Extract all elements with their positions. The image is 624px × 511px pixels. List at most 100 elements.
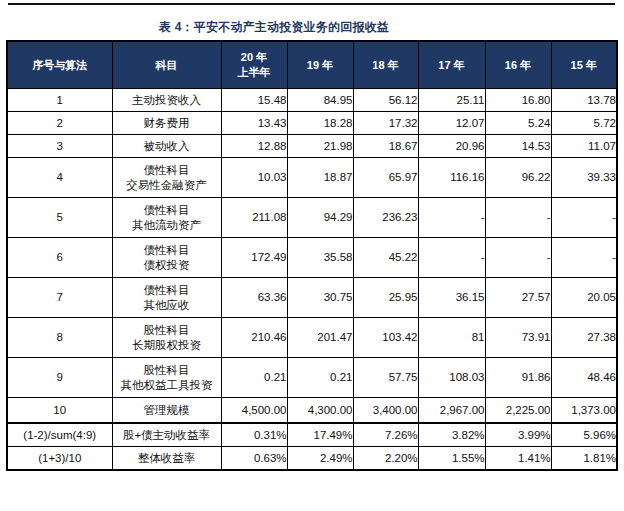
value-cell: 56.12: [353, 89, 418, 112]
row-id-cell: 8: [7, 318, 112, 358]
value-cell: 11.07: [551, 135, 617, 158]
column-header: 17 年: [418, 41, 485, 89]
row-id-cell: 10: [7, 398, 112, 424]
row-id-cell: (1+3)/10: [7, 447, 112, 471]
row-id-cell: (1-2)/sum(4:9): [7, 423, 112, 447]
row-id-cell: 3: [7, 135, 112, 158]
row-subject-cell: 被动收入: [112, 135, 221, 158]
value-cell: 236.23: [353, 198, 418, 238]
value-cell: 25.11: [418, 89, 485, 112]
value-cell: 0.31%: [221, 423, 287, 447]
value-cell: 16.80: [485, 89, 551, 112]
value-cell: 2.49%: [287, 447, 353, 471]
value-cell: 10.03: [221, 158, 287, 198]
table-row: 9股性科目其他权益工具投资0.210.2157.75108.0391.8648.…: [7, 358, 617, 398]
value-cell: 35.58: [287, 238, 353, 278]
table-title: 表 4：平安不动产主动投资业务的回报收益: [159, 19, 389, 36]
value-cell: 3.99%: [485, 423, 551, 447]
value-cell: 0.21: [287, 358, 353, 398]
row-id-cell: 7: [7, 278, 112, 318]
value-cell: 116.16: [418, 158, 485, 198]
value-cell: 73.91: [485, 318, 551, 358]
value-cell: 2,225.00: [485, 398, 551, 424]
column-header: 19 年: [287, 41, 353, 89]
value-cell: -: [418, 238, 485, 278]
value-cell: 1.55%: [418, 447, 485, 471]
row-subject-cell: 债性科目其他流动资产: [112, 198, 221, 238]
table-row: 7债性科目其他应收63.3630.7525.9536.1527.5720.05: [7, 278, 617, 318]
table-body: 1主动投资收入15.4884.9556.1225.1116.8013.782财务…: [7, 89, 617, 471]
table-header: 序号与算法科目20 年上半年19 年18 年17 年16 年15 年: [7, 41, 617, 89]
row-subject-cell: 股+债主动收益率: [112, 423, 221, 447]
row-id-cell: 2: [7, 112, 112, 135]
row-subject-cell: 股性科目其他权益工具投资: [112, 358, 221, 398]
value-cell: 36.15: [418, 278, 485, 318]
value-cell: 18.67: [353, 135, 418, 158]
value-cell: 12.07: [418, 112, 485, 135]
report-page: 表 4：平安不动产主动投资业务的回报收益 序号与算法科目20 年上半年19 年1…: [0, 0, 624, 511]
value-cell: 91.86: [485, 358, 551, 398]
value-cell: 5.24: [485, 112, 551, 135]
value-cell: 0.63%: [221, 447, 287, 471]
table-row: 1主动投资收入15.4884.9556.1225.1116.8013.78: [7, 89, 617, 112]
table-row: 3被动收入12.8821.9818.6720.9614.5311.07: [7, 135, 617, 158]
row-subject-cell: 债性科目债权投资: [112, 238, 221, 278]
value-cell: 2.20%: [353, 447, 418, 471]
row-subject-cell: 管理规模: [112, 398, 221, 424]
value-cell: 48.46: [551, 358, 617, 398]
value-cell: 5.72: [551, 112, 617, 135]
value-cell: -: [485, 198, 551, 238]
value-cell: 81: [418, 318, 485, 358]
value-cell: 39.33: [551, 158, 617, 198]
value-cell: 0.21: [221, 358, 287, 398]
value-cell: -: [551, 238, 617, 278]
value-cell: 172.49: [221, 238, 287, 278]
value-cell: 84.95: [287, 89, 353, 112]
table-row: 6债性科目债权投资172.4935.5845.22---: [7, 238, 617, 278]
value-cell: 20.05: [551, 278, 617, 318]
value-cell: 30.75: [287, 278, 353, 318]
table-row: (1+3)/10整体收益率0.63%2.49%2.20%1.55%1.41%1.…: [7, 447, 617, 471]
value-cell: 13.43: [221, 112, 287, 135]
value-cell: 1.41%: [485, 447, 551, 471]
column-header: 16 年: [485, 41, 551, 89]
table-row: 5债性科目其他流动资产211.0894.29236.23---: [7, 198, 617, 238]
value-cell: 211.08: [221, 198, 287, 238]
value-cell: 57.75: [353, 358, 418, 398]
value-cell: 210.46: [221, 318, 287, 358]
row-subject-cell: 债性科目交易性金融资产: [112, 158, 221, 198]
value-cell: 96.22: [485, 158, 551, 198]
table-row: 10管理规模4,500.004,300.003,400.002,967.002,…: [7, 398, 617, 424]
value-cell: 14.53: [485, 135, 551, 158]
table-row: 4债性科目交易性金融资产10.0318.8765.97116.1696.2239…: [7, 158, 617, 198]
header-row: 序号与算法科目20 年上半年19 年18 年17 年16 年15 年: [7, 41, 617, 89]
table-row: (1-2)/sum(4:9)股+债主动收益率0.31%17.49%7.26%3.…: [7, 423, 617, 447]
row-subject-cell: 主动投资收入: [112, 89, 221, 112]
table-row: 2财务费用13.4318.2817.3212.075.245.72: [7, 112, 617, 135]
value-cell: 3,400.00: [353, 398, 418, 424]
value-cell: 108.03: [418, 358, 485, 398]
value-cell: 94.29: [287, 198, 353, 238]
row-subject-cell: 财务费用: [112, 112, 221, 135]
value-cell: -: [485, 238, 551, 278]
value-cell: 2,967.00: [418, 398, 485, 424]
value-cell: 5.96%: [551, 423, 617, 447]
value-cell: 65.97: [353, 158, 418, 198]
value-cell: 18.28: [287, 112, 353, 135]
row-id-cell: 1: [7, 89, 112, 112]
value-cell: 4,500.00: [221, 398, 287, 424]
value-cell: 12.88: [221, 135, 287, 158]
row-id-cell: 9: [7, 358, 112, 398]
table-row: 8股性科目长期股权投资210.46201.47103.428173.9127.3…: [7, 318, 617, 358]
value-cell: 25.95: [353, 278, 418, 318]
value-cell: 3.82%: [418, 423, 485, 447]
value-cell: -: [418, 198, 485, 238]
value-cell: 17.49%: [287, 423, 353, 447]
column-header: 科目: [112, 41, 221, 89]
row-subject-cell: 股性科目长期股权投资: [112, 318, 221, 358]
value-cell: 15.48: [221, 89, 287, 112]
row-id-cell: 5: [7, 198, 112, 238]
column-header: 20 年上半年: [221, 41, 287, 89]
value-cell: 103.42: [353, 318, 418, 358]
value-cell: 27.38: [551, 318, 617, 358]
